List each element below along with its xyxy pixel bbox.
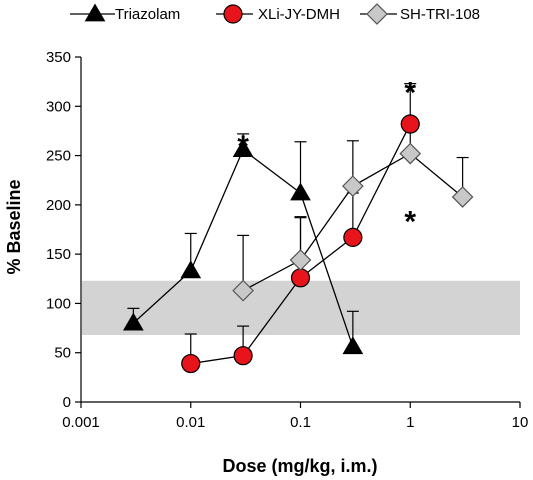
baseline-band [82, 280, 520, 335]
y-tick-label: 0 [63, 394, 71, 411]
data-point-triazolam [290, 182, 311, 201]
y-tick-label: 200 [46, 197, 71, 214]
significance-asterisk: * [404, 206, 416, 239]
x-tick-label: 10 [512, 414, 529, 431]
legend-label: SH-TRI-108 [400, 6, 480, 23]
data-point-triazolam [232, 139, 254, 157]
data-markers [122, 114, 474, 374]
significance-asterisk: * [404, 77, 416, 110]
significance-asterisk: * [237, 130, 249, 163]
data-point-xli-jy-dmh [290, 268, 311, 288]
axes [75, 56, 521, 408]
data-point-xli-jy-dmh [181, 353, 201, 374]
data-point-triazolam [180, 260, 202, 279]
legend-marker-triazolam [84, 3, 106, 22]
data-point-sh-tri-108 [451, 186, 474, 208]
x-tick-label: 0.01 [176, 414, 205, 431]
y-tick-label: 350 [46, 49, 71, 66]
y-tick-label: 100 [46, 295, 71, 312]
legend-marker-sh-tri-108 [366, 3, 388, 25]
tick-labels: 0 50 100 150 200 250 300 350 0.001 0.01 0.1 1 10 [46, 49, 528, 431]
data-point-xli-jy-dmh [343, 227, 363, 247]
y-tick-label: 50 [54, 345, 71, 362]
data-point-triazolam [122, 312, 144, 331]
legend-label: Triazolam [115, 6, 180, 23]
data-point-sh-tri-108 [232, 279, 254, 302]
data-point-sh-tri-108 [399, 142, 422, 165]
y-tick-label: 300 [46, 98, 71, 115]
y-axis-title: % Baseline [4, 179, 24, 274]
data-point-sh-tri-108 [289, 249, 312, 271]
legend-marker-xli-jy-dmh [223, 4, 243, 24]
data-point-triazolam [342, 336, 364, 355]
x-tick-label: 1 [406, 414, 414, 431]
x-tick-label: 0.001 [62, 414, 100, 431]
y-tick-label: 150 [46, 246, 71, 263]
y-tick-label: 250 [46, 148, 71, 165]
data-point-sh-tri-108 [342, 175, 364, 197]
data-point-xli-jy-dmh [233, 346, 253, 366]
legend: Triazolam XLi-JY-DMH SH-TRI-108 [70, 3, 480, 25]
legend-label: XLi-JY-DMH [258, 6, 340, 23]
reference-band [82, 280, 520, 335]
x-axis-title: Dose (mg/kg, i.m.) [222, 456, 377, 476]
annotations: * * * [237, 77, 416, 239]
x-tick-label: 0.1 [290, 414, 311, 431]
data-point-xli-jy-dmh [400, 114, 420, 134]
